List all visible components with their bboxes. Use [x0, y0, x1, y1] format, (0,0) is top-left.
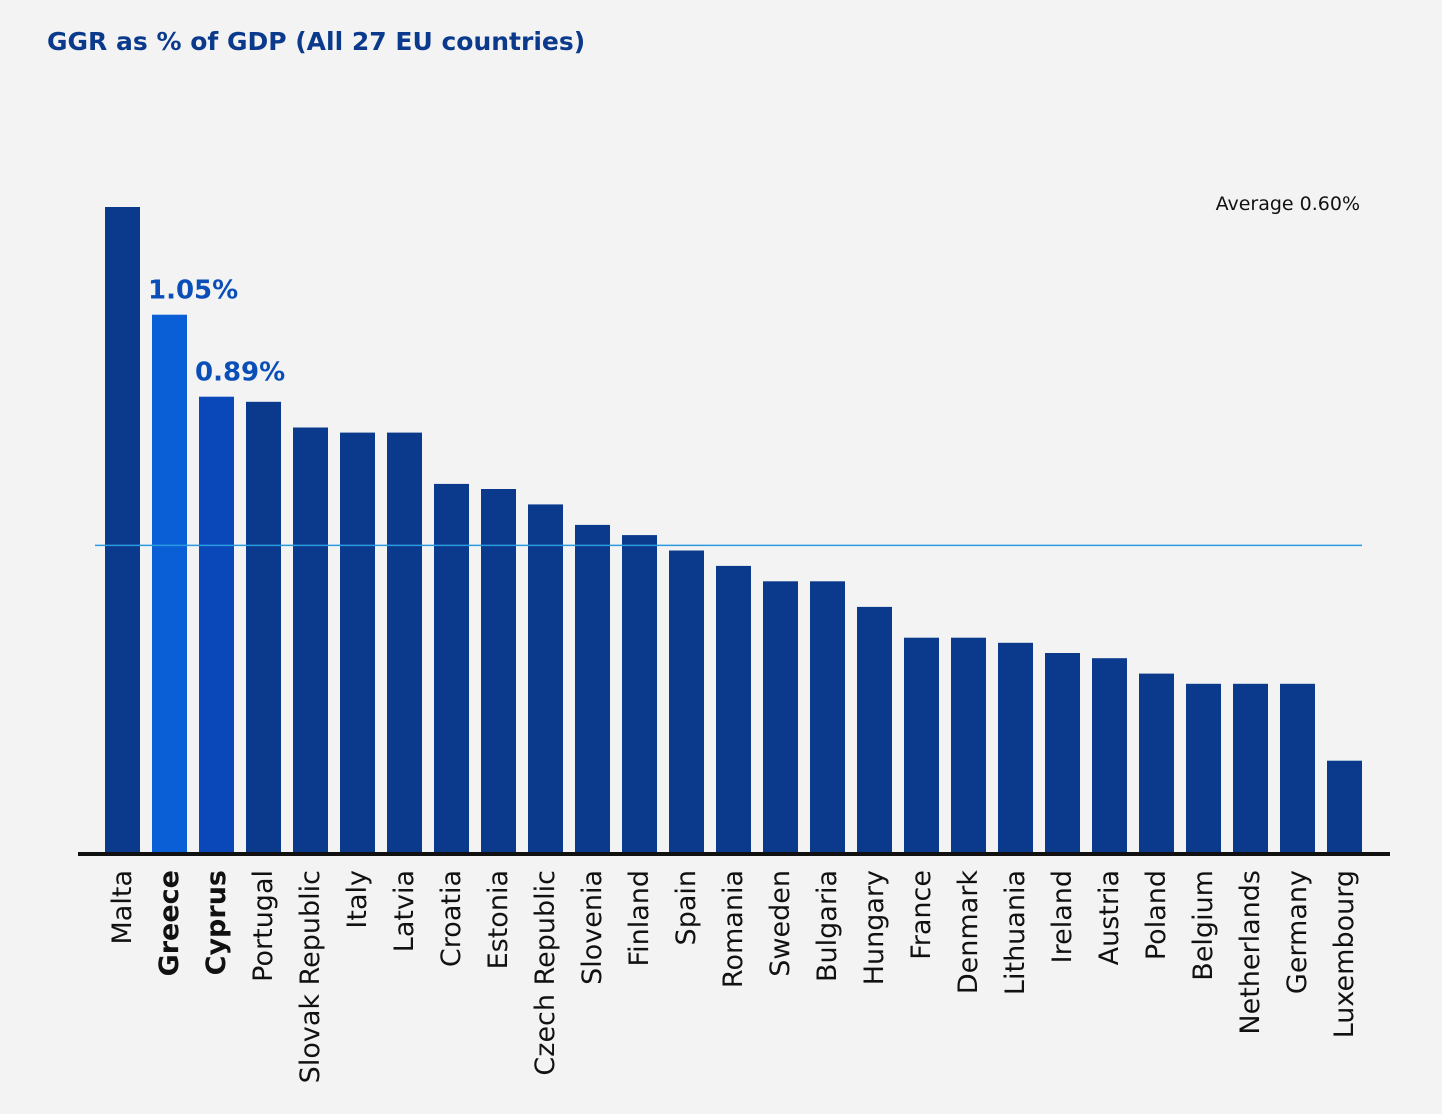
bar-romania — [716, 565, 751, 853]
bar-austria — [1092, 658, 1127, 853]
data-labels-group: 1.05% 0.89% — [148, 276, 285, 388]
bar-slovak-republic — [293, 427, 328, 853]
bar-denmark — [951, 637, 986, 853]
bars-group — [105, 207, 1362, 853]
bar-poland — [1139, 673, 1174, 853]
x-tick-labels-group: Malta Greece Cyprus Portugal Slovak Republic… — [107, 870, 1360, 1084]
x-tick-lithuania: Lithuania — [1000, 870, 1031, 995]
bar-netherlands — [1233, 683, 1268, 853]
bar-italy — [340, 432, 375, 853]
x-tick-croatia: Croatia — [436, 870, 467, 967]
x-tick-poland: Poland — [1141, 870, 1172, 960]
bar-ireland — [1045, 653, 1080, 853]
bar-france — [904, 637, 939, 853]
bar-finland — [622, 535, 657, 853]
bar-croatia — [434, 483, 469, 853]
x-tick-austria: Austria — [1094, 870, 1125, 965]
bar-estonia — [481, 489, 516, 853]
x-tick-malta: Malta — [107, 870, 138, 944]
x-tick-finland: Finland — [624, 870, 655, 966]
x-tick-hungary: Hungary — [859, 870, 890, 985]
bar-slovenia — [575, 524, 610, 853]
x-tick-greece: Greece — [154, 870, 185, 976]
bar-lithuania — [998, 642, 1033, 853]
x-tick-belgium: Belgium — [1188, 870, 1219, 981]
bar-germany — [1280, 683, 1315, 853]
chart-title: GGR as % of GDP (All 27 EU countries) — [47, 27, 585, 56]
x-tick-denmark: Denmark — [953, 870, 984, 994]
bar-czech-republic — [528, 504, 563, 853]
x-tick-slovak-republic: Slovak Republic — [295, 870, 326, 1083]
x-tick-czech-republic: Czech Republic — [530, 870, 561, 1076]
x-tick-ireland: Ireland — [1047, 870, 1078, 963]
bar-hungary — [857, 606, 892, 853]
average-label: Average 0.60% — [1216, 193, 1360, 215]
x-tick-cyprus: Cyprus — [201, 870, 232, 975]
x-tick-france: France — [906, 870, 937, 960]
bar-belgium — [1186, 683, 1221, 853]
bar-malta — [105, 207, 140, 853]
x-tick-latvia: Latvia — [389, 870, 420, 952]
x-tick-luxembourg: Luxembourg — [1329, 870, 1360, 1038]
x-tick-slovenia: Slovenia — [577, 870, 608, 985]
bar-luxembourg — [1327, 760, 1362, 853]
bar-portugal — [246, 401, 281, 853]
bar-bulgaria — [810, 581, 845, 853]
x-tick-italy: Italy — [342, 870, 373, 929]
x-tick-germany: Germany — [1282, 870, 1313, 994]
x-tick-bulgaria: Bulgaria — [812, 870, 843, 982]
bar-spain — [669, 550, 704, 853]
x-tick-romania: Romania — [718, 870, 749, 988]
x-tick-portugal: Portugal — [248, 870, 279, 982]
x-tick-sweden: Sweden — [765, 870, 796, 977]
x-tick-netherlands: Netherlands — [1235, 870, 1266, 1035]
bar-cyprus — [199, 396, 234, 853]
data-label-cyprus: 0.89% — [195, 358, 285, 388]
bar-sweden — [763, 581, 798, 853]
bar-greece — [152, 314, 187, 853]
data-label-greece: 1.05% — [148, 276, 238, 306]
x-tick-estonia: Estonia — [483, 870, 514, 969]
bar-latvia — [387, 432, 422, 853]
x-tick-spain: Spain — [671, 870, 702, 945]
